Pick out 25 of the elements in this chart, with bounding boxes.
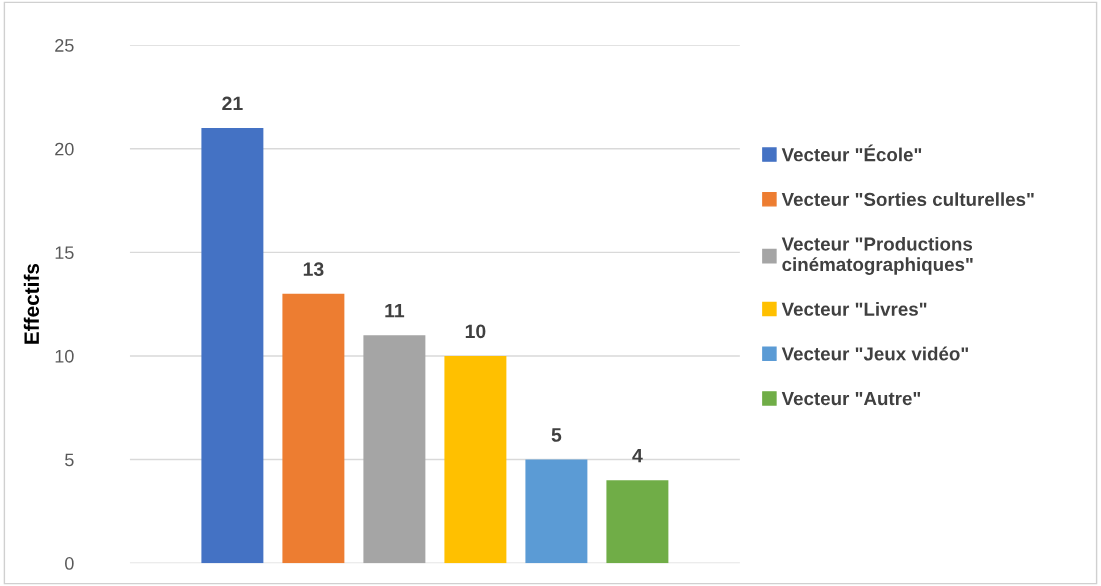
bar [444,355,507,564]
legend-label: Vecteur "École" [781,144,922,162]
bar [606,480,669,564]
y-tick-label: 20 [55,142,74,156]
y-axis-title: Effectifs [23,263,40,344]
y-tick-label: 25 [55,39,74,52]
legend-label: Vecteur "Jeux vidéo" [781,346,969,361]
data-label: 11 [385,303,405,318]
bar [525,459,588,564]
data-label: 5 [551,428,562,442]
y-tick-label: 0 [65,557,74,570]
data-label: 21 [222,96,243,111]
bar [201,128,264,564]
data-label: 10 [465,324,486,339]
y-tick-label: 15 [55,246,74,260]
y-tick-label: 10 [55,349,74,363]
data-label: 13 [303,262,324,277]
legend-label: Vecteur "Productions cinématographiques" [781,236,973,275]
legend-label: Vecteur "Autre" [781,392,921,406]
data-label: 4 [632,448,643,463]
legend-label: Vecteur "Livres" [781,302,927,316]
legend-label: Vecteur "Sorties culturelles" [781,192,1034,207]
bar [282,293,345,564]
bar [363,335,426,564]
y-tick-label: 5 [65,453,74,467]
